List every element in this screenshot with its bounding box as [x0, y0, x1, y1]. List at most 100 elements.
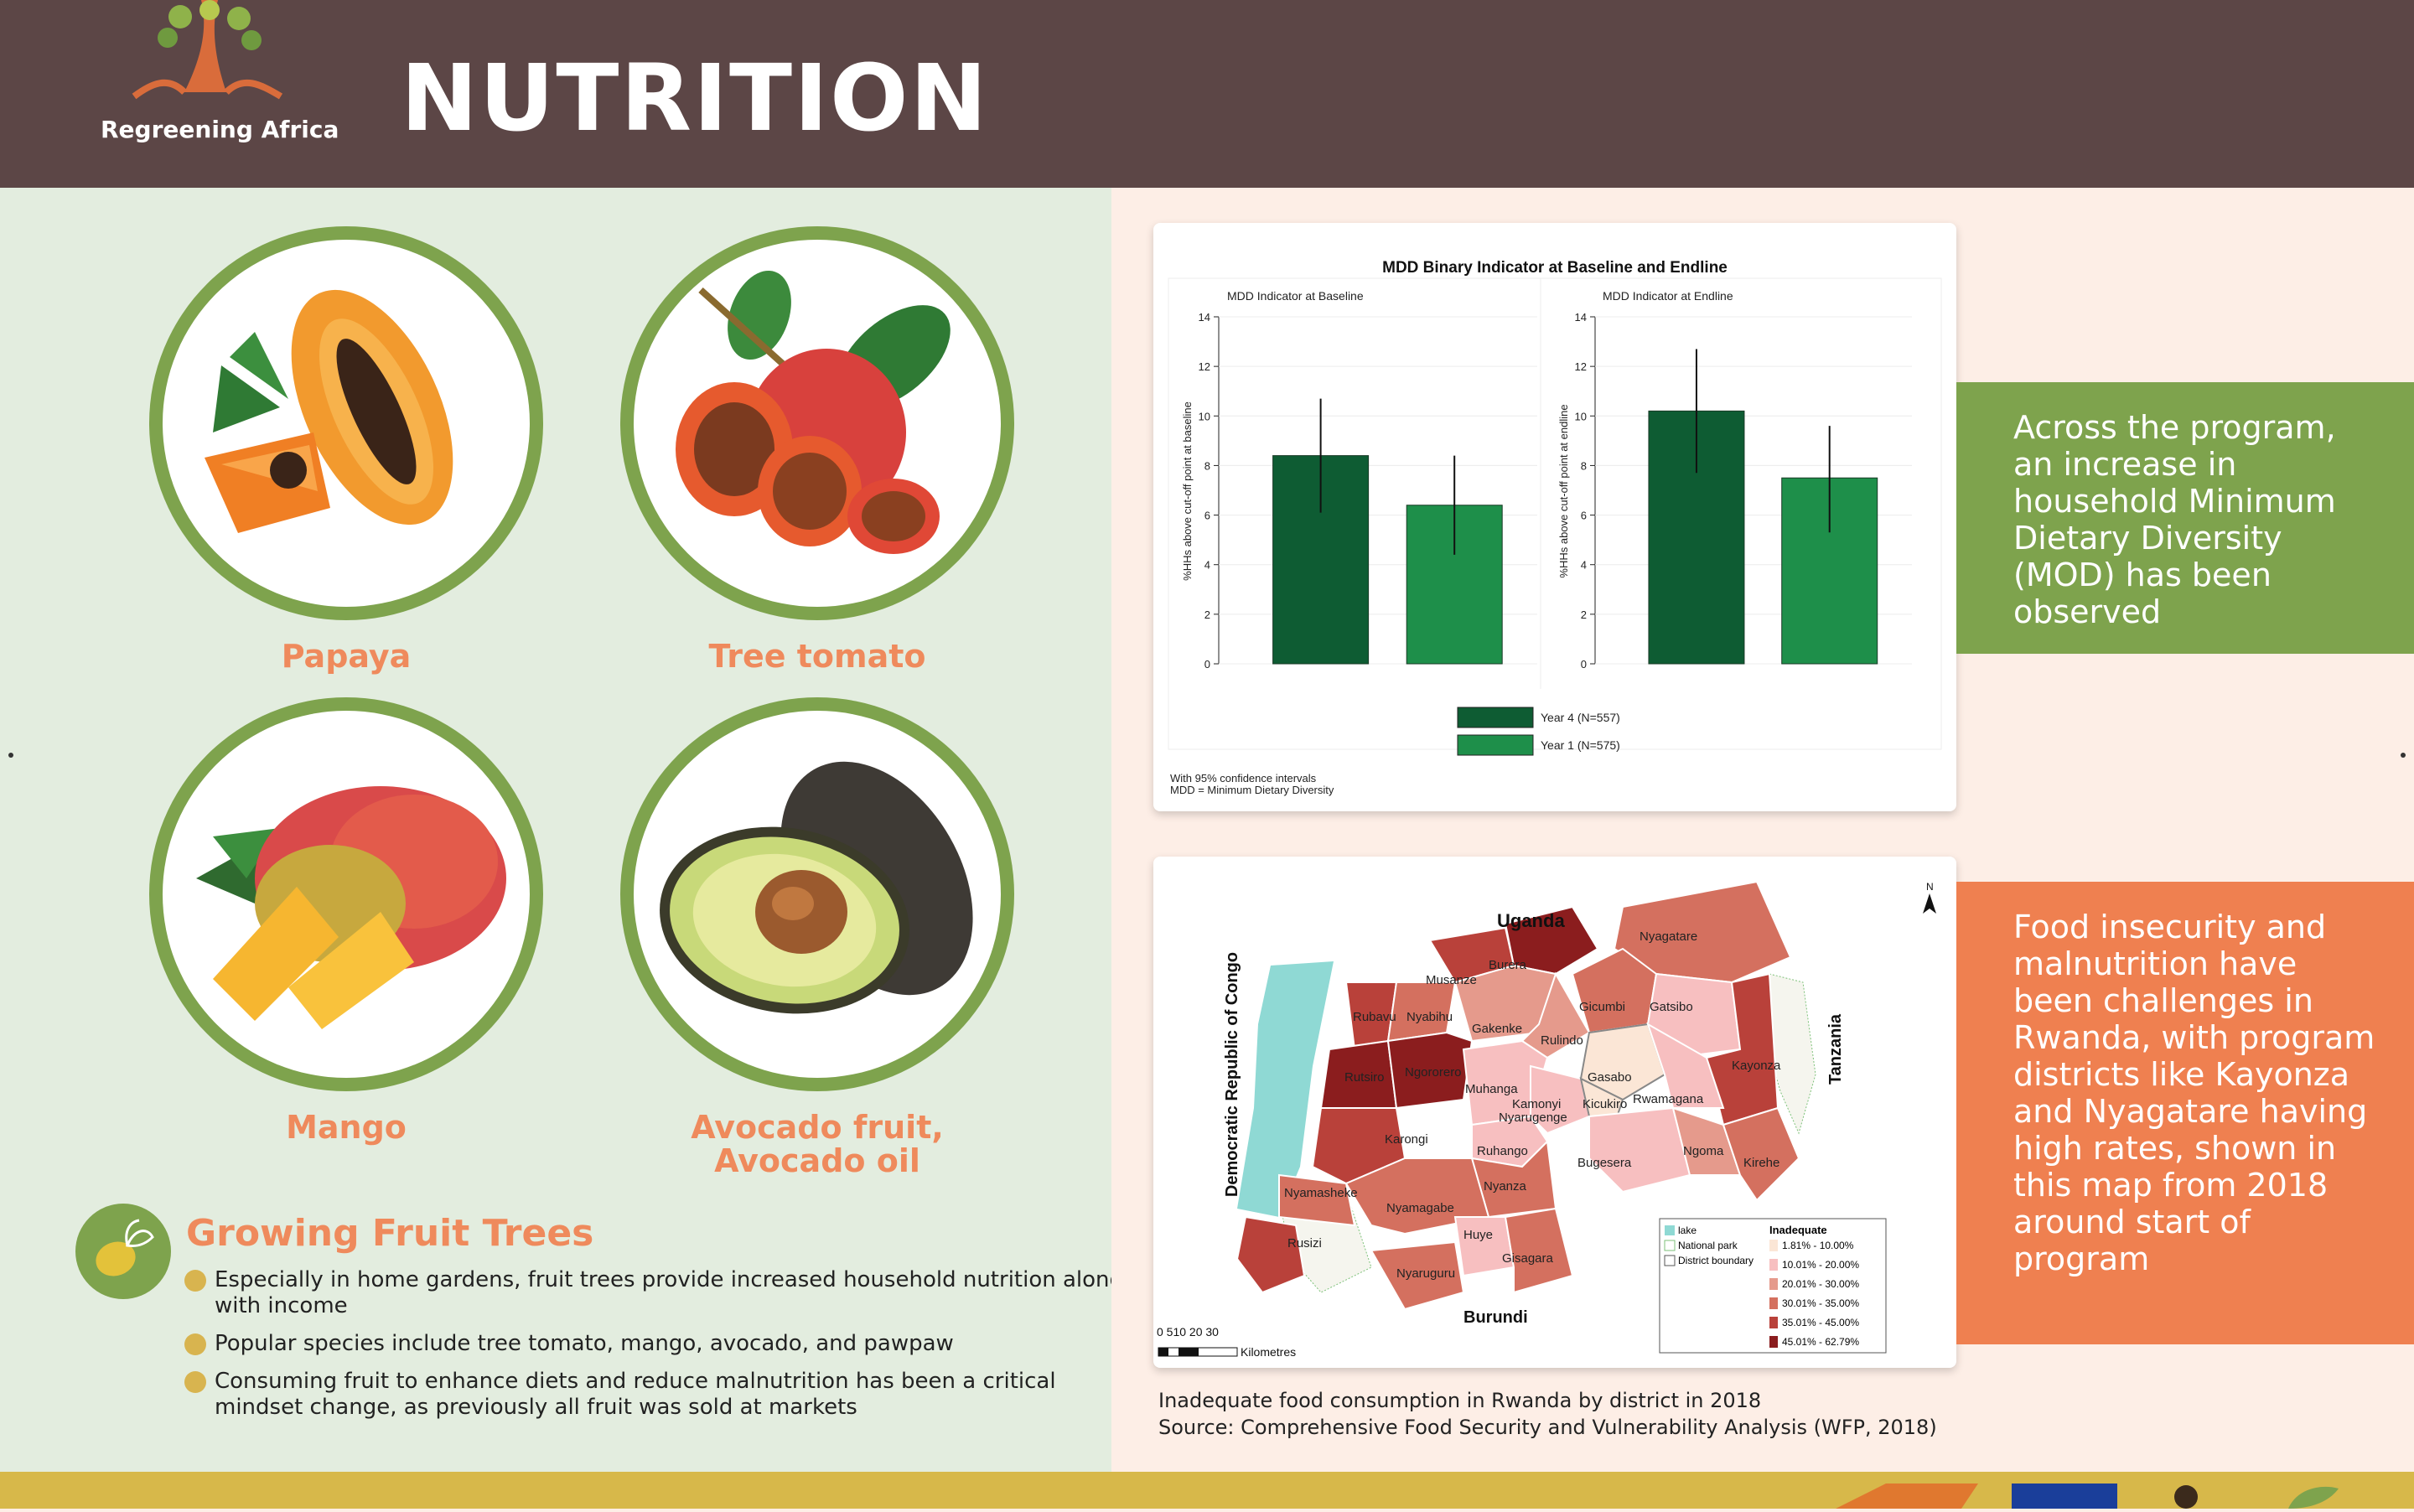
- legend-label-year4: Year 4 (N=557): [1541, 711, 1620, 724]
- caption-line2: Source: Comprehensive Food Security and …: [1158, 1416, 1937, 1439]
- y-tick-label: 4: [1581, 559, 1587, 572]
- legend-lake: lake: [1678, 1225, 1697, 1236]
- y-tick-label: 10: [1199, 410, 1210, 422]
- y-tick-label: 6: [1204, 510, 1210, 522]
- district-label: Ngoma: [1683, 1144, 1724, 1158]
- district-label: Muhanga: [1465, 1082, 1518, 1096]
- country-label-burundi: Burundi: [1463, 1308, 1528, 1327]
- avocado-icon: [660, 761, 973, 1014]
- legend-swatch-year1: [1457, 734, 1534, 756]
- legend-label-year1: Year 1 (N=575): [1541, 738, 1620, 752]
- partner-logo-leaf-icon: [2288, 1486, 2339, 1509]
- fruit-label-avocado-line2: Avocado oil: [714, 1142, 920, 1179]
- bullet-dot-icon: [184, 1270, 206, 1292]
- chart-panel-baseline: MDD Indicator at Baseline %HHs above cut…: [1181, 289, 1364, 581]
- district-label: Rulindo: [1541, 1033, 1583, 1048]
- district-label: Nyaruguru: [1396, 1266, 1455, 1281]
- fruit-ring: [620, 697, 1014, 1091]
- fruit-ring: [620, 226, 1014, 620]
- callout-text: Food insecurity and malnutrition have be…: [2013, 909, 2375, 1277]
- district-label: Ruhango: [1477, 1144, 1528, 1158]
- fruit-label-avocado: Avocado fruit, Avocado oil: [620, 1111, 1014, 1178]
- bullet-dot-icon: [184, 1371, 206, 1393]
- district-label: Nyamasheke: [1284, 1186, 1358, 1200]
- fruit-papaya: Papaya: [149, 226, 543, 674]
- district-huye: [1453, 1216, 1515, 1277]
- district-label: Gicumbi: [1579, 1000, 1625, 1014]
- district-kirehe: [1722, 1106, 1800, 1202]
- legend-park: National park: [1678, 1240, 1738, 1251]
- fruit-ring: [149, 226, 543, 620]
- north-arrow-icon: [1923, 893, 1936, 914]
- legend-range: 45.01% - 62.79%: [1782, 1336, 1859, 1348]
- district-gisagara: [1504, 1207, 1574, 1294]
- district-label: Burera: [1489, 958, 1527, 972]
- lake-kivu: [1237, 961, 1334, 1217]
- district-label: Kirehe: [1743, 1156, 1779, 1170]
- bullet-text: Especially in home gardens, fruit trees …: [215, 1267, 1124, 1318]
- rwanda-map-card: Uganda Democratic Republic of Congo Tanz…: [1153, 857, 1956, 1368]
- caption-line1: Inadequate food consumption in Rwanda by…: [1158, 1389, 1762, 1412]
- y-tick-label: 12: [1199, 360, 1210, 373]
- bullet-text: Consuming fruit to enhance diets and red…: [215, 1369, 1056, 1420]
- fruit-avocado: Avocado fruit, Avocado oil: [620, 697, 1014, 1178]
- district-label: Kamonyi: [1512, 1097, 1561, 1111]
- y-axis-label: %HHs above cut-off point at baseline: [1181, 401, 1194, 581]
- north-label: N: [1926, 881, 1934, 893]
- district-nyaruguru: [1370, 1240, 1465, 1311]
- y-tick-label: 2: [1204, 608, 1210, 621]
- partner-logo-orange-icon: [1836, 1484, 1978, 1509]
- chart-note-ci: With 95% confidence intervals: [1170, 772, 1317, 784]
- district-label: Rutsiro: [1344, 1070, 1385, 1085]
- page-marker: [8, 753, 13, 758]
- country-label-tanzania: Tanzania: [1826, 1013, 1845, 1085]
- legend-range: 30.01% - 35.00%: [1782, 1297, 1859, 1309]
- district-kamonyi: [1530, 1064, 1591, 1135]
- lemon-leaf-icon: [75, 1204, 171, 1299]
- eu-flag-icon: [2012, 1484, 2117, 1509]
- y-tick-label: 8: [1581, 459, 1587, 472]
- legend-range: 1.81% - 10.00%: [1782, 1240, 1854, 1251]
- district-label: Nyanza: [1484, 1179, 1527, 1194]
- y-tick-label: 14: [1575, 311, 1587, 324]
- district-bugesera: [1588, 1106, 1691, 1194]
- y-tick-label: 8: [1204, 459, 1210, 472]
- list-item: Popular species include tree tomato, man…: [184, 1331, 1148, 1357]
- legend-swatch-year4: [1457, 707, 1534, 728]
- mdd-chart-card: MDD Binary Indicator at Baseline and End…: [1153, 223, 1956, 811]
- district-rusizi: [1235, 1215, 1306, 1294]
- callout-food-insecurity: Food insecurity and malnutrition have be…: [1956, 882, 2414, 1344]
- fruit-label-mango: Mango: [286, 1109, 407, 1146]
- district-label: Bugesera: [1577, 1156, 1632, 1170]
- fruit-tree-tomato: Tree tomato: [620, 226, 1014, 674]
- list-item: Especially in home gardens, fruit trees …: [184, 1267, 1148, 1319]
- growing-bullet-list: Especially in home gardens, fruit trees …: [184, 1267, 1148, 1432]
- papaya-icon: [205, 289, 453, 533]
- y-tick-label: 2: [1581, 608, 1587, 621]
- list-item: Consuming fruit to enhance diets and red…: [184, 1369, 1148, 1421]
- fruit-label-tree-tomato: Tree tomato: [708, 638, 926, 675]
- y-tick-label: 6: [1581, 510, 1587, 522]
- district-label: Nyabihu: [1406, 1010, 1453, 1024]
- y-tick-label: 4: [1204, 559, 1210, 572]
- y-tick-label: 14: [1199, 311, 1210, 324]
- district-label: Nyamagabe: [1386, 1201, 1454, 1215]
- map-caption: Inadequate food consumption in Rwanda by…: [1158, 1387, 1937, 1441]
- district-label: Kayonza: [1732, 1059, 1781, 1073]
- bullet-text: Popular species include tree tomato, man…: [215, 1331, 954, 1356]
- district-label: Karongi: [1385, 1132, 1428, 1147]
- country-label-drc: Democratic Republic of Congo: [1223, 952, 1241, 1197]
- growing-title: Growing Fruit Trees: [186, 1212, 594, 1255]
- partner-logo-tree-icon: [2174, 1485, 2198, 1509]
- chart-note-mdd: MDD = Minimum Dietary Diversity: [1170, 784, 1334, 796]
- regreening-africa-logo-icon: [132, 0, 283, 100]
- district-label: Rusizi: [1287, 1236, 1322, 1251]
- legend-range: 35.01% - 45.00%: [1782, 1317, 1859, 1328]
- y-axis-label: %HHs above cut-off point at endline: [1557, 404, 1570, 577]
- scale-numbers: 0 510 20 30: [1157, 1325, 1219, 1339]
- district-label: Gisagara: [1502, 1251, 1554, 1266]
- fruit-mango: Mango: [149, 697, 543, 1145]
- fruit-ring: [149, 697, 543, 1091]
- district-label: Rwamagana: [1633, 1092, 1704, 1106]
- mango-icon: [196, 786, 506, 1029]
